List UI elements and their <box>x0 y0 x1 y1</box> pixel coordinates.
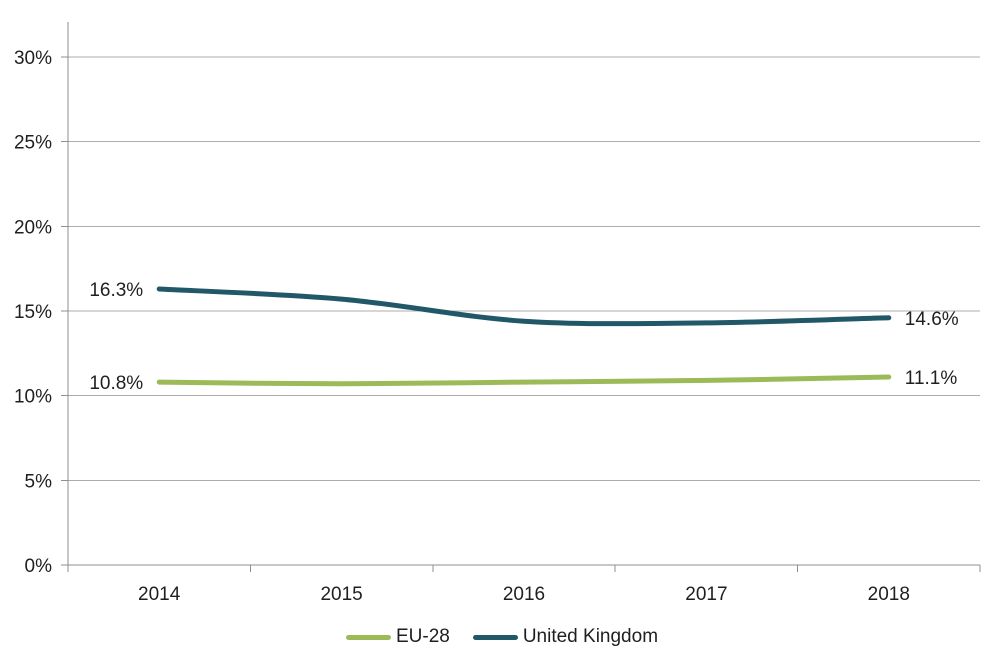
chart-legend: EU-28 United Kingdom <box>0 626 1004 648</box>
legend-item-eu-28: EU-28 <box>345 626 450 648</box>
eu-28-line-swatch <box>345 634 391 640</box>
y-axis-label-20%: 20% <box>14 217 52 238</box>
y-axis-label-0%: 0% <box>25 556 53 577</box>
y-axis-label-15%: 15% <box>14 302 52 323</box>
data-label-first-eu-28: 10.8% <box>89 373 143 394</box>
data-label-last-eu-28: 11.1% <box>905 368 958 389</box>
x-axis-label-2015: 2015 <box>320 584 362 605</box>
legend-label-eu-28: EU-28 <box>395 626 450 647</box>
legend-item-united-kingdom: United Kingdom <box>472 626 659 648</box>
x-axis-label-2016: 2016 <box>503 584 545 605</box>
data-label-last-united-kingdom: 14.6% <box>905 309 959 330</box>
x-axis-label-2014: 2014 <box>138 584 181 605</box>
y-axis-label-30%: 30% <box>14 48 52 69</box>
x-axis-label-2018: 2018 <box>868 584 910 605</box>
y-axis-label-25%: 25% <box>14 133 52 154</box>
y-axis-label-10%: 10% <box>14 387 52 408</box>
x-axis-label-2017: 2017 <box>685 584 727 605</box>
series-line-eu-28 <box>156 374 892 387</box>
series-line-united-kingdom <box>156 286 892 327</box>
data-label-first-united-kingdom: 16.3% <box>89 280 143 301</box>
y-axis-label-5%: 5% <box>25 471 53 492</box>
legend-label-united-kingdom: United Kingdom <box>522 626 659 647</box>
united-kingdom-line-swatch <box>472 634 518 640</box>
